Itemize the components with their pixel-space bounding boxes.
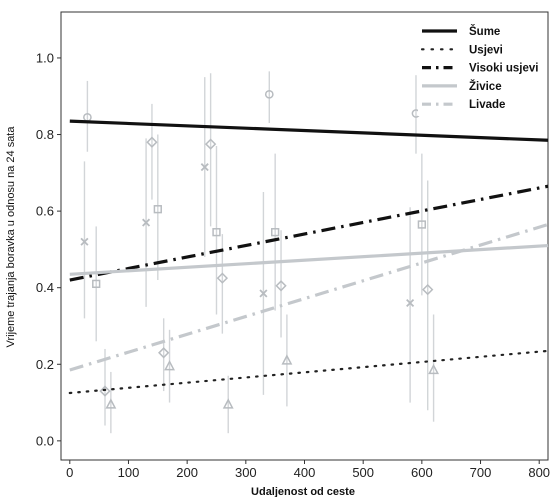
x-tick-label: 600 — [411, 465, 433, 480]
legend: Šume Usjevi Visoki usjevi Živice Livade — [418, 16, 544, 116]
y-tick-label: 0.2 — [36, 357, 54, 372]
ivice-point — [212, 228, 221, 237]
ume-trend-line — [69, 119, 549, 142]
x-tick-label: 100 — [118, 465, 140, 480]
usjevi-trend-line — [68, 349, 550, 395]
usjevi-point — [105, 398, 117, 409]
livade-point — [422, 283, 434, 296]
legend-usjevi-label: Usjevi — [469, 44, 503, 56]
livade-point — [204, 138, 217, 150]
usjevi-point — [281, 354, 293, 365]
ivice-point — [271, 228, 280, 237]
error-bars — [83, 71, 435, 434]
livade-point — [99, 385, 111, 397]
visoki-usjevi-trend-line — [69, 184, 549, 282]
x-tick-label: 500 — [352, 465, 374, 480]
x-axis-title: Udaljenost od ceste — [251, 486, 355, 497]
livade-point — [275, 280, 287, 292]
y-axis-title: Vrijeme trajanja boravka u odnosu na 24 … — [5, 126, 17, 348]
x-tick-label: 700 — [470, 465, 492, 480]
y-tick-label: 1.0 — [36, 50, 54, 65]
ivice-point — [92, 279, 101, 289]
usjevi-point — [164, 359, 175, 371]
legend-background — [418, 16, 544, 116]
ivice-point — [153, 205, 162, 214]
x-tick-label: 200 — [176, 465, 198, 480]
ivice-trend-line — [69, 243, 549, 276]
legend-livade-label: Livade — [469, 99, 505, 111]
visoki-usjevi-point — [80, 237, 89, 246]
y-tick-label: 0.6 — [36, 204, 54, 219]
y-tick-label: 0.4 — [36, 280, 54, 295]
x-tick-label: 0 — [66, 465, 73, 480]
visoki-usjevi-point — [259, 289, 268, 298]
legend-ume-label: Šume — [469, 25, 500, 38]
trend-lines — [68, 119, 550, 395]
markers — [80, 89, 440, 409]
legend-ivice-label: Živice — [469, 80, 502, 93]
axes: 0 100 200 300 400 500 600 700 800 0.0 0.2 0.4 0.6 0.8… — [36, 50, 550, 480]
x-tick-label: 300 — [235, 465, 257, 480]
livade-point — [216, 272, 229, 284]
visoki-usjevi-point — [200, 163, 209, 172]
usjevi-point — [428, 363, 440, 375]
livade-point — [158, 347, 170, 359]
usjevi-point — [222, 398, 234, 409]
legend-visoki-usjevi-label: Visoki usjevi — [469, 63, 538, 75]
x-tick-label: 800 — [528, 465, 550, 480]
ivice-point — [417, 220, 426, 229]
y-tick-label: 0.0 — [36, 433, 54, 448]
ume-point — [264, 89, 274, 99]
livade-point — [146, 136, 158, 148]
visoki-usjevi-point — [406, 298, 415, 308]
livade-trend-line — [69, 222, 549, 372]
visoki-usjevi-point — [142, 218, 151, 227]
y-tick-label: 0.8 — [36, 127, 54, 142]
x-tick-label: 400 — [294, 465, 316, 480]
